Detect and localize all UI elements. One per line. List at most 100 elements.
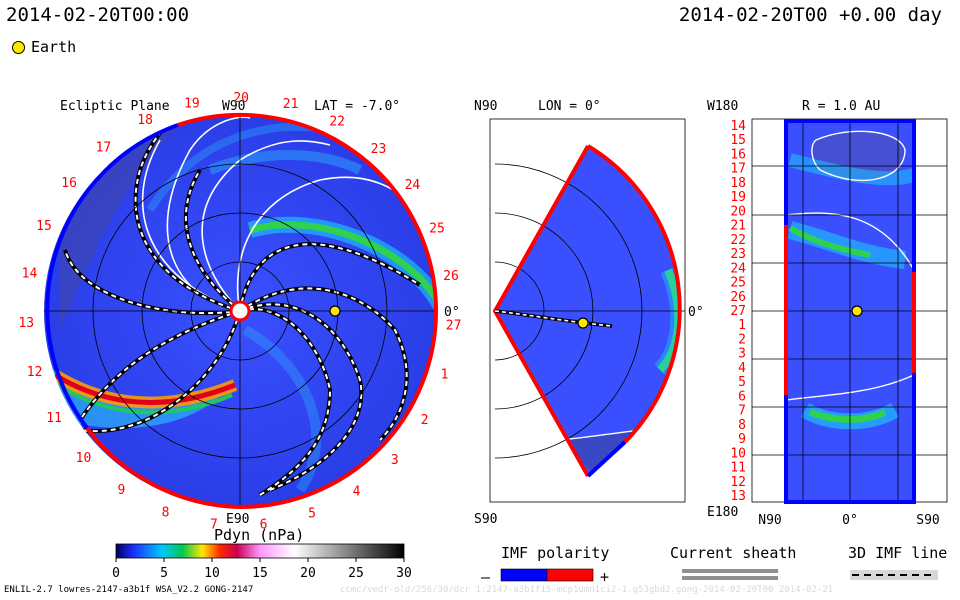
sphere-y-label: 5 — [738, 375, 746, 390]
imf-polarity-legend: IMF polarity – + — [481, 544, 609, 586]
sector-label: 9 — [117, 483, 125, 498]
sector-label: 4 — [353, 485, 361, 500]
sphere-y-label: 15 — [730, 133, 746, 148]
sector-label: 2 — [421, 413, 429, 428]
sphere-y-label: 21 — [730, 219, 746, 234]
ecliptic-bottom-label: E90 — [226, 512, 249, 527]
datetime-offset-title: 2014-02-20T00 +0.00 day — [678, 4, 942, 26]
earth-marker-ecliptic — [329, 305, 341, 317]
current-sheath-swatch-top — [682, 569, 778, 573]
sector-label: 10 — [76, 451, 92, 466]
sphere-x-tick: S90 — [916, 513, 939, 528]
sphere-y-label: 19 — [730, 190, 746, 205]
sector-label: 1 — [441, 368, 449, 383]
sector-label: 27 — [446, 319, 462, 334]
colorbar-tick-label: 25 — [348, 566, 364, 581]
sphere-panel: W180 R = 1.0 AU E180 1415161718192021222… — [707, 99, 948, 528]
sphere-y-label: 16 — [730, 148, 746, 163]
sphere-y-label: 3 — [738, 347, 746, 362]
meridional-lon-label: LON = 0° — [538, 99, 601, 114]
colorbar: Pdyn (nPa) 0 5 10 15 20 25 30 — [112, 526, 412, 581]
sphere-top-label: W180 — [707, 99, 738, 114]
sphere-y-label: 27 — [730, 304, 746, 319]
ecliptic-title: Ecliptic Plane — [60, 99, 170, 114]
meridional-right-label: 0° — [688, 305, 704, 320]
sector-label: 6 — [260, 518, 268, 533]
sphere-y-label: 20 — [730, 204, 746, 219]
sphere-y-label: 24 — [730, 261, 746, 276]
colorbar-title: Pdyn (nPa) — [214, 526, 304, 544]
sphere-y-label: 2 — [738, 333, 746, 348]
sphere-y-label: 11 — [730, 461, 746, 476]
sector-label: 15 — [36, 219, 52, 234]
sector-label: 21 — [283, 97, 299, 112]
sphere-y-label: 10 — [730, 446, 746, 461]
sun-marker — [229, 300, 251, 322]
sphere-x-tick: N90 — [758, 513, 781, 528]
colorbar-tick-label: 15 — [252, 566, 268, 581]
imf-plus-label: + — [600, 568, 609, 586]
colorbar-tick-label: 5 — [160, 566, 168, 581]
imf-minus-label: – — [481, 568, 491, 586]
sector-label: 16 — [61, 176, 77, 191]
imf-negative-swatch — [500, 568, 548, 582]
sector-label: 26 — [443, 269, 459, 284]
sector-label: 7 — [210, 517, 218, 532]
sphere-y-label: 6 — [738, 389, 746, 404]
ecliptic-lat-label: LAT = -7.0° — [314, 99, 400, 114]
sphere-x-tick: 0° — [842, 513, 858, 528]
sector-label: 14 — [22, 267, 38, 282]
sphere-y-label: 26 — [730, 290, 746, 305]
sector-label: 5 — [308, 507, 316, 522]
sphere-y-label: 17 — [730, 162, 746, 177]
sector-label: 20 — [233, 91, 249, 106]
sphere-y-label: 14 — [730, 119, 746, 134]
sphere-r-label: R = 1.0 AU — [802, 99, 880, 114]
meridional-bottom-label: S90 — [474, 512, 497, 527]
sector-label: 12 — [27, 365, 43, 380]
earth-marker-sphere — [851, 305, 863, 317]
sector-label: 23 — [371, 142, 387, 157]
earth-marker-meridional — [577, 317, 589, 329]
sector-labels: 19 20 212223242526271234567891011121314151… — [18, 91, 461, 533]
meridional-top-label: N90 — [474, 99, 497, 114]
colorbar-tick-label: 30 — [396, 566, 412, 581]
meridional-panel: N90 LON = 0° 0° S90 — [474, 99, 704, 527]
sector-label: 25 — [429, 221, 445, 236]
sector-label: 18 — [137, 113, 153, 128]
sphere-y-label: 9 — [738, 432, 746, 447]
sphere-y-label: 1 — [738, 318, 746, 333]
sphere-y-label: 23 — [730, 247, 746, 262]
sector-label: 17 — [96, 140, 112, 155]
datetime-title: 2014-02-20T00:00 — [6, 4, 190, 26]
sphere-y-label: 4 — [738, 361, 746, 376]
imf-positive-swatch — [546, 568, 594, 582]
sector-label: 8 — [162, 506, 170, 521]
faint-path-footer: ccmc/vedr-old/256/30/dcr 1:2147-a3b1f15-… — [340, 585, 834, 595]
sphere-y-label: 7 — [738, 404, 746, 419]
ecliptic-right-label: 0° — [444, 305, 460, 320]
earth-legend: Earth — [12, 38, 76, 56]
imf-polarity-title: IMF polarity — [501, 544, 609, 562]
sector-label: 13 — [18, 316, 34, 331]
colorbar-gradient — [115, 543, 405, 559]
current-sheath-title: Current sheath — [670, 544, 796, 562]
sector-label: 3 — [391, 453, 399, 468]
earth-marker-icon — [12, 40, 25, 54]
sphere-y-labels: 1415161718192021222324252627123456789101… — [730, 119, 746, 504]
colorbar-tick-label: 20 — [300, 566, 316, 581]
sector-label: 22 — [329, 114, 345, 129]
imf-line-title: 3D IMF line — [848, 544, 947, 562]
sector-label: 11 — [46, 411, 62, 426]
sector-label: 24 — [405, 178, 421, 193]
ecliptic-top-label: W90 — [222, 99, 245, 114]
current-sheath-legend: Current sheath — [670, 544, 796, 580]
sector-label: 19 — [184, 97, 200, 112]
colorbar-tick-label: 0 — [112, 566, 120, 581]
colorbar-tick-label: 10 — [204, 566, 220, 581]
run-info-footer: ENLIL-2.7 lowres-2147-a3b1f WSA_V2.2 GON… — [4, 585, 254, 595]
ecliptic-panel: Ecliptic Plane W90 LAT = -7.0° 0° E90 19… — [18, 91, 461, 533]
colorbar-ticks: 0 5 10 15 20 25 30 — [112, 558, 412, 581]
earth-legend-label: Earth — [31, 38, 77, 56]
